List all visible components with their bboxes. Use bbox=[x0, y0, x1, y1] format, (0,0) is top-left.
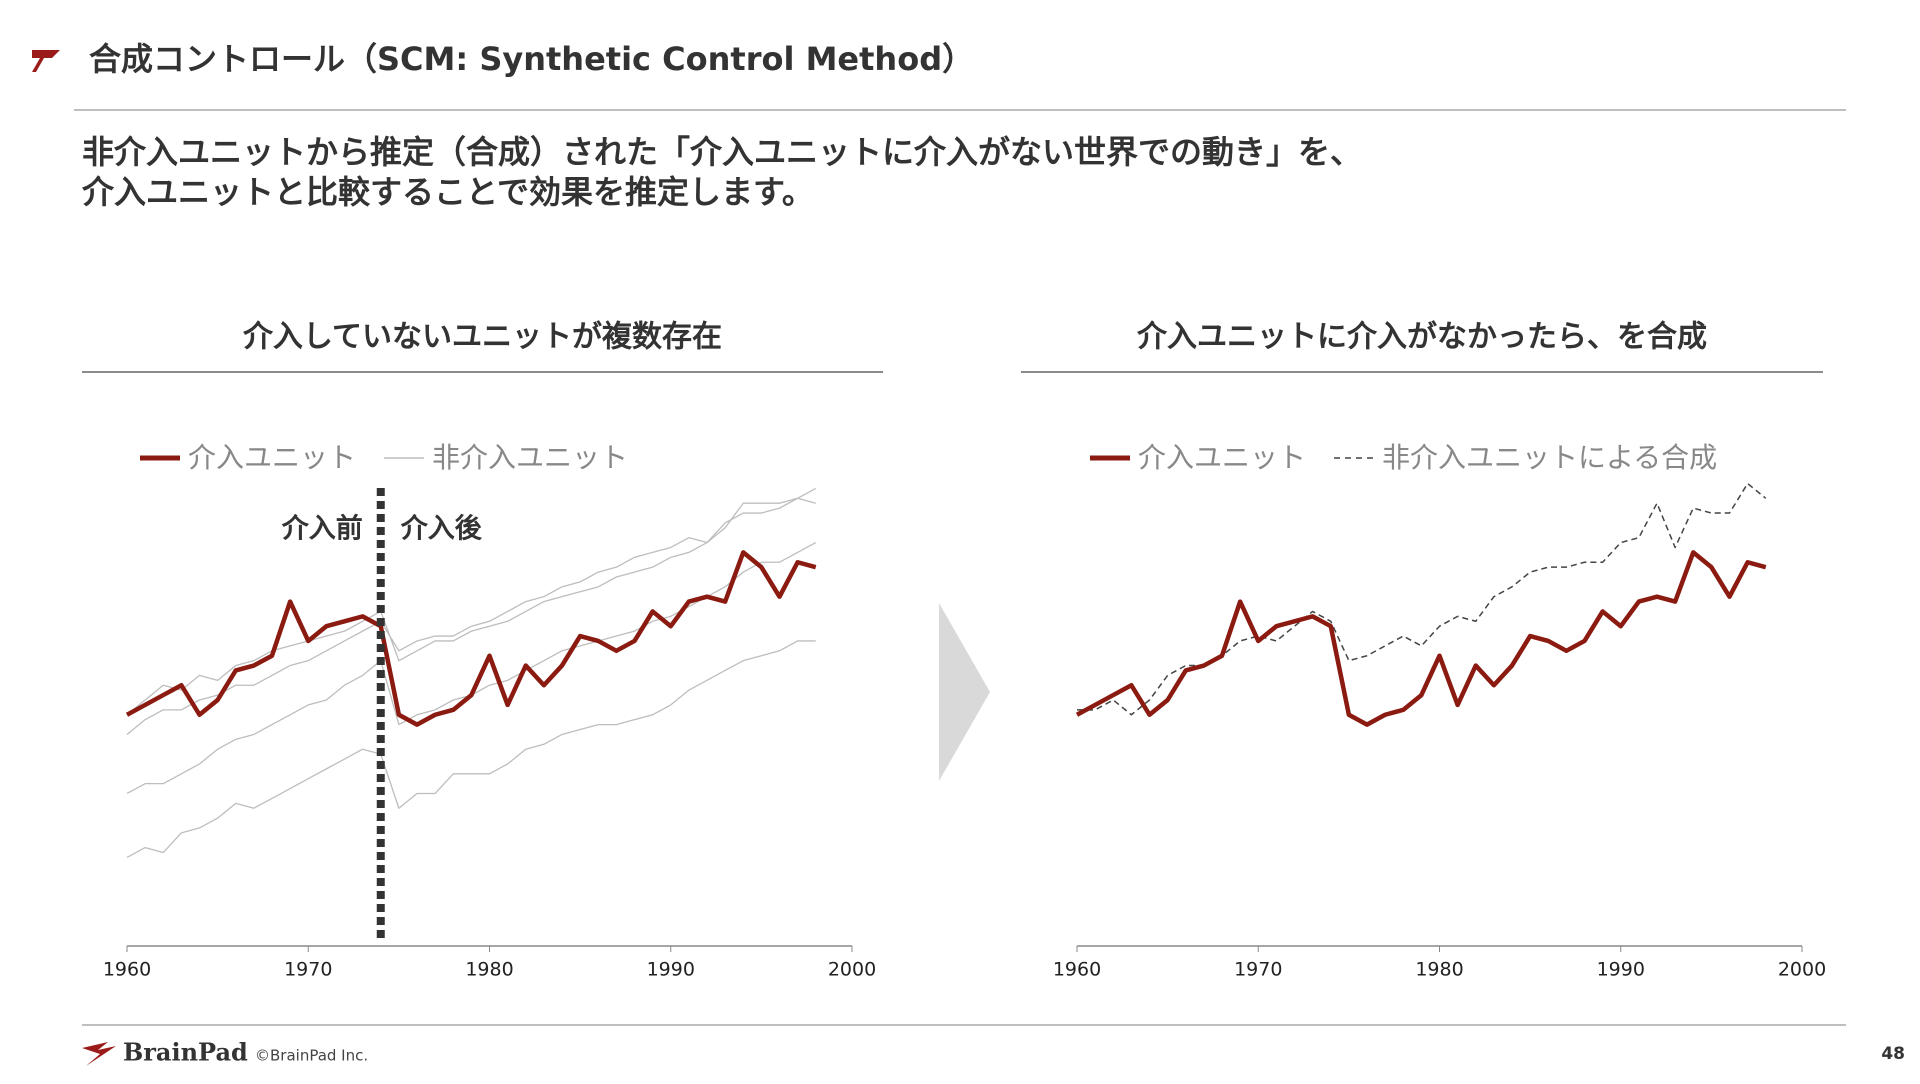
legend-label: 介入ユニット bbox=[188, 441, 356, 474]
series-line bbox=[126, 640, 816, 859]
annotation: 介入前 bbox=[281, 513, 363, 545]
slide-title: 合成コントロール（SCM: Synthetic Control Method） bbox=[89, 40, 974, 78]
annotation: 介入後 bbox=[400, 514, 483, 545]
x-tick-label: 2000 bbox=[828, 959, 876, 981]
x-tick-label: 1970 bbox=[284, 959, 332, 981]
copyright: ©BrainPad Inc. bbox=[255, 1047, 368, 1065]
brand-icon bbox=[32, 50, 60, 72]
series-line bbox=[126, 497, 816, 735]
subtitle-line: 非介入ユニットから推定（合成）された「介入ユニットに介入がない世界での動き」を、 bbox=[82, 133, 1362, 171]
legend-label: 非介入ユニットによる合成 bbox=[1382, 441, 1717, 474]
x-tick-label: 2000 bbox=[1778, 959, 1826, 981]
page-number: 48 bbox=[1881, 1044, 1905, 1064]
series-line bbox=[126, 541, 817, 795]
chart-title: 介入ユニットに介入がなかったら、を合成 bbox=[1136, 320, 1707, 355]
subtitle-line: 介入ユニットと比較することで効果を推定します。 bbox=[81, 173, 814, 211]
x-tick-label: 1980 bbox=[465, 959, 513, 981]
x-tick-label: 1960 bbox=[103, 959, 151, 981]
series-line bbox=[1077, 482, 1767, 716]
x-tick-label: 1980 bbox=[1415, 959, 1463, 981]
series-line bbox=[125, 550, 817, 727]
logo-icon bbox=[82, 1042, 116, 1066]
legend-label: 介入ユニット bbox=[1138, 441, 1306, 474]
series-line bbox=[126, 487, 817, 716]
x-tick-label: 1970 bbox=[1234, 959, 1282, 981]
x-tick-label: 1990 bbox=[1597, 959, 1645, 981]
series-line bbox=[1075, 550, 1767, 727]
x-tick-label: 1960 bbox=[1053, 959, 1101, 981]
arrow bbox=[939, 603, 990, 781]
legend-label: 非介入ユニット bbox=[432, 441, 628, 474]
x-tick-label: 1990 bbox=[647, 959, 695, 981]
logo-text: BrainPad bbox=[123, 1038, 248, 1067]
chart-title: 介入していないユニットが複数存在 bbox=[242, 320, 722, 355]
